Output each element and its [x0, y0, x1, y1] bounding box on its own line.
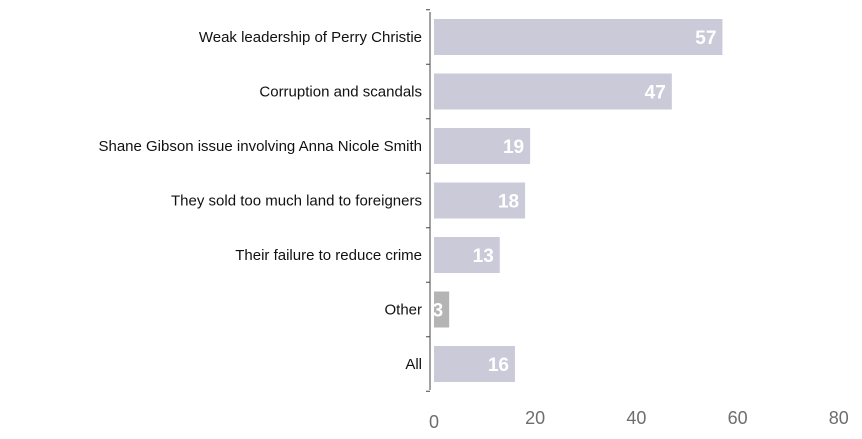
bar [434, 73, 672, 110]
bar [434, 237, 500, 273]
data-label: 19 [503, 137, 524, 158]
value-axis-tick-label: 40 [626, 408, 646, 428]
category-label: Their failure to reduce crime [235, 247, 422, 264]
data-labels: 57 47 19 18 13 3 16 [433, 28, 717, 376]
category-labels: Weak leadership of Perry Christie Corrupt… [98, 29, 422, 373]
category-label: Corruption and scandals [259, 84, 422, 101]
data-label: 16 [488, 355, 509, 376]
category-label: All [405, 356, 422, 373]
data-label: 47 [645, 83, 666, 104]
bar [434, 182, 526, 219]
bar [434, 19, 723, 55]
data-label: 57 [695, 28, 716, 49]
category-label: Shane Gibson issue involving Anna Nicole… [98, 138, 422, 155]
value-axis-tick-label: 80 [829, 408, 849, 428]
value-axis-ticks: 0 20 40 60 80 [429, 408, 849, 432]
data-label: 13 [473, 246, 494, 267]
category-label: They sold too much land to foreigners [171, 193, 422, 210]
bars [434, 19, 723, 382]
bar [434, 291, 450, 328]
value-axis-tick-label: 60 [728, 408, 748, 428]
value-axis-tick-label: 20 [525, 408, 545, 428]
value-axis-tick-label: 0 [429, 412, 439, 432]
category-label: Weak leadership of Perry Christie [199, 29, 422, 46]
data-label: 3 [433, 301, 444, 322]
bar [434, 128, 531, 164]
category-label: Other [384, 302, 422, 319]
data-label: 18 [498, 192, 519, 213]
bar [434, 346, 515, 382]
category-axis [426, 9, 431, 392]
